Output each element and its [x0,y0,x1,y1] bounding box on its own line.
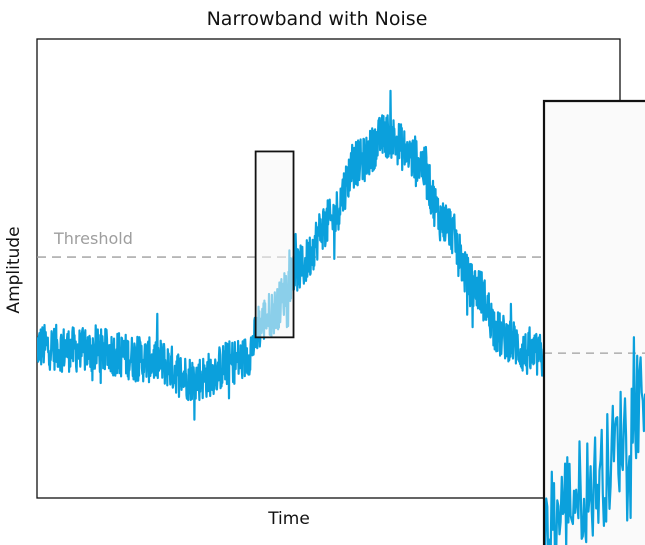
plot-area [36,38,621,499]
signal-series-line [37,89,620,421]
y-axis-label: Amplitude [4,226,24,313]
highlight-window [254,150,295,339]
zoom-inset-frame [542,99,645,545]
threshold-label: Threshold [53,229,133,248]
x-axis-label: Time [267,509,310,529]
chart-title: Narrowband with Noise [207,8,428,30]
inset-signal-line [544,336,645,545]
highlight-window-fill [255,151,294,338]
